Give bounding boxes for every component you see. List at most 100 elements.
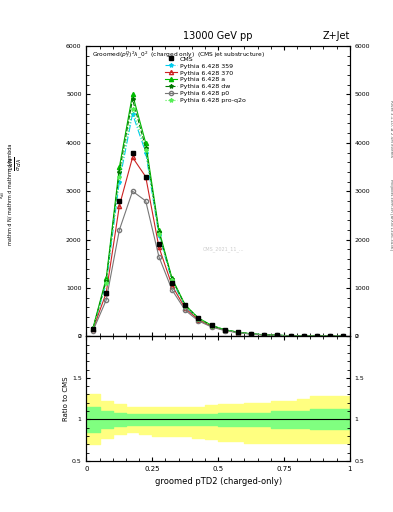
Pythia 6.428 dw <box>196 315 201 322</box>
Line: Pythia 6.428 pro-q2o: Pythia 6.428 pro-q2o <box>91 107 345 338</box>
CMS <box>222 327 227 333</box>
Pythia 6.428 pro-q2o <box>143 147 148 153</box>
CMS <box>196 315 201 321</box>
Pythia 6.428 370 <box>156 244 161 250</box>
CMS <box>314 333 319 339</box>
Pythia 6.428 359 <box>196 316 201 322</box>
Pythia 6.428 pro-q2o <box>314 333 319 339</box>
Pythia 6.428 p0 <box>275 332 280 338</box>
Pythia 6.428 a <box>249 331 253 337</box>
Pythia 6.428 370 <box>117 203 122 209</box>
Pythia 6.428 p0 <box>196 318 201 324</box>
Pythia 6.428 dw <box>235 329 240 335</box>
Pythia 6.428 370 <box>104 290 108 296</box>
Pythia 6.428 dw <box>130 96 135 102</box>
Pythia 6.428 p0 <box>235 330 240 336</box>
Line: Pythia 6.428 370: Pythia 6.428 370 <box>91 155 345 338</box>
Pythia 6.428 dw <box>301 333 306 339</box>
Pythia 6.428 370 <box>143 174 148 180</box>
Pythia 6.428 359 <box>183 303 187 309</box>
Pythia 6.428 a <box>117 164 122 170</box>
Pythia 6.428 a <box>196 315 201 321</box>
Text: Z+Jet: Z+Jet <box>322 31 350 41</box>
CMS <box>249 331 253 337</box>
Pythia 6.428 370 <box>275 332 280 338</box>
Pythia 6.428 pro-q2o <box>170 277 174 283</box>
Pythia 6.428 pro-q2o <box>130 106 135 112</box>
Pythia 6.428 pro-q2o <box>209 323 214 329</box>
CMS <box>156 241 161 247</box>
Pythia 6.428 359 <box>130 111 135 117</box>
Pythia 6.428 a <box>91 325 95 331</box>
Pythia 6.428 p0 <box>262 332 266 338</box>
CMS <box>117 198 122 204</box>
Pythia 6.428 pro-q2o <box>249 331 253 337</box>
Pythia 6.428 a <box>275 332 280 338</box>
CMS <box>301 333 306 339</box>
Pythia 6.428 359 <box>328 333 332 339</box>
Pythia 6.428 dw <box>341 333 345 339</box>
CMS <box>275 332 280 338</box>
CMS <box>341 333 345 339</box>
Pythia 6.428 370 <box>341 333 345 339</box>
Text: mcplots.cern.ch [arXiv:1306.3436]: mcplots.cern.ch [arXiv:1306.3436] <box>389 180 393 250</box>
Pythia 6.428 359 <box>156 232 161 238</box>
Pythia 6.428 359 <box>91 326 95 332</box>
Text: CMS_2021_11_...: CMS_2021_11_... <box>203 246 244 252</box>
Text: $\frac{1}{\sigma}\frac{d\mathit{N}}{d\lambda}$: $\frac{1}{\sigma}\frac{d\mathit{N}}{d\la… <box>7 156 24 172</box>
Pythia 6.428 pro-q2o <box>301 333 306 339</box>
Pythia 6.428 359 <box>275 332 280 338</box>
Pythia 6.428 p0 <box>143 198 148 204</box>
CMS <box>328 333 332 339</box>
Pythia 6.428 dw <box>222 327 227 333</box>
Pythia 6.428 a <box>209 322 214 328</box>
Pythia 6.428 dw <box>262 332 266 338</box>
X-axis label: groomed pTD2 (charged-only): groomed pTD2 (charged-only) <box>154 477 282 486</box>
Y-axis label: Ratio to CMS: Ratio to CMS <box>63 376 69 421</box>
Pythia 6.428 a <box>262 332 266 338</box>
Pythia 6.428 pro-q2o <box>328 333 332 339</box>
Pythia 6.428 a <box>143 140 148 146</box>
CMS <box>183 302 187 308</box>
Pythia 6.428 359 <box>314 333 319 339</box>
Pythia 6.428 pro-q2o <box>196 315 201 322</box>
Pythia 6.428 dw <box>183 303 187 309</box>
Pythia 6.428 359 <box>104 280 108 286</box>
Text: $\frac{1}{\sigma}\frac{dN}{d\lambda}$
mathm d N/ mathrm d mathrm d lambda: $\frac{1}{\sigma}\frac{dN}{d\lambda}$ ma… <box>0 144 13 245</box>
Pythia 6.428 370 <box>301 333 306 339</box>
Pythia 6.428 370 <box>262 332 266 338</box>
Pythia 6.428 p0 <box>328 333 332 339</box>
CMS <box>130 150 135 156</box>
Pythia 6.428 dw <box>91 325 95 331</box>
Line: Pythia 6.428 dw: Pythia 6.428 dw <box>91 97 345 338</box>
CMS <box>143 174 148 180</box>
Pythia 6.428 a <box>104 275 108 282</box>
Text: 13000 GeV pp: 13000 GeV pp <box>184 31 253 41</box>
Line: Pythia 6.428 p0: Pythia 6.428 p0 <box>91 189 345 338</box>
Pythia 6.428 dw <box>170 276 174 282</box>
Pythia 6.428 p0 <box>104 297 108 303</box>
CMS <box>170 280 174 286</box>
Pythia 6.428 pro-q2o <box>117 174 122 180</box>
Pythia 6.428 359 <box>235 329 240 335</box>
Line: CMS: CMS <box>91 151 345 338</box>
Pythia 6.428 pro-q2o <box>91 325 95 331</box>
Pythia 6.428 p0 <box>301 333 306 339</box>
Pythia 6.428 359 <box>143 150 148 156</box>
Pythia 6.428 p0 <box>156 253 161 260</box>
Pythia 6.428 p0 <box>288 333 293 339</box>
Pythia 6.428 pro-q2o <box>341 333 345 339</box>
Pythia 6.428 p0 <box>209 324 214 330</box>
Line: Pythia 6.428 359: Pythia 6.428 359 <box>91 112 345 338</box>
Pythia 6.428 p0 <box>91 328 95 334</box>
Pythia 6.428 a <box>222 327 227 333</box>
Pythia 6.428 p0 <box>170 287 174 293</box>
Pythia 6.428 370 <box>209 323 214 329</box>
Pythia 6.428 pro-q2o <box>235 329 240 335</box>
Pythia 6.428 dw <box>117 169 122 175</box>
Pythia 6.428 359 <box>301 333 306 339</box>
Pythia 6.428 359 <box>288 333 293 339</box>
Pythia 6.428 359 <box>249 331 253 337</box>
CMS <box>262 332 266 338</box>
Pythia 6.428 dw <box>104 278 108 284</box>
